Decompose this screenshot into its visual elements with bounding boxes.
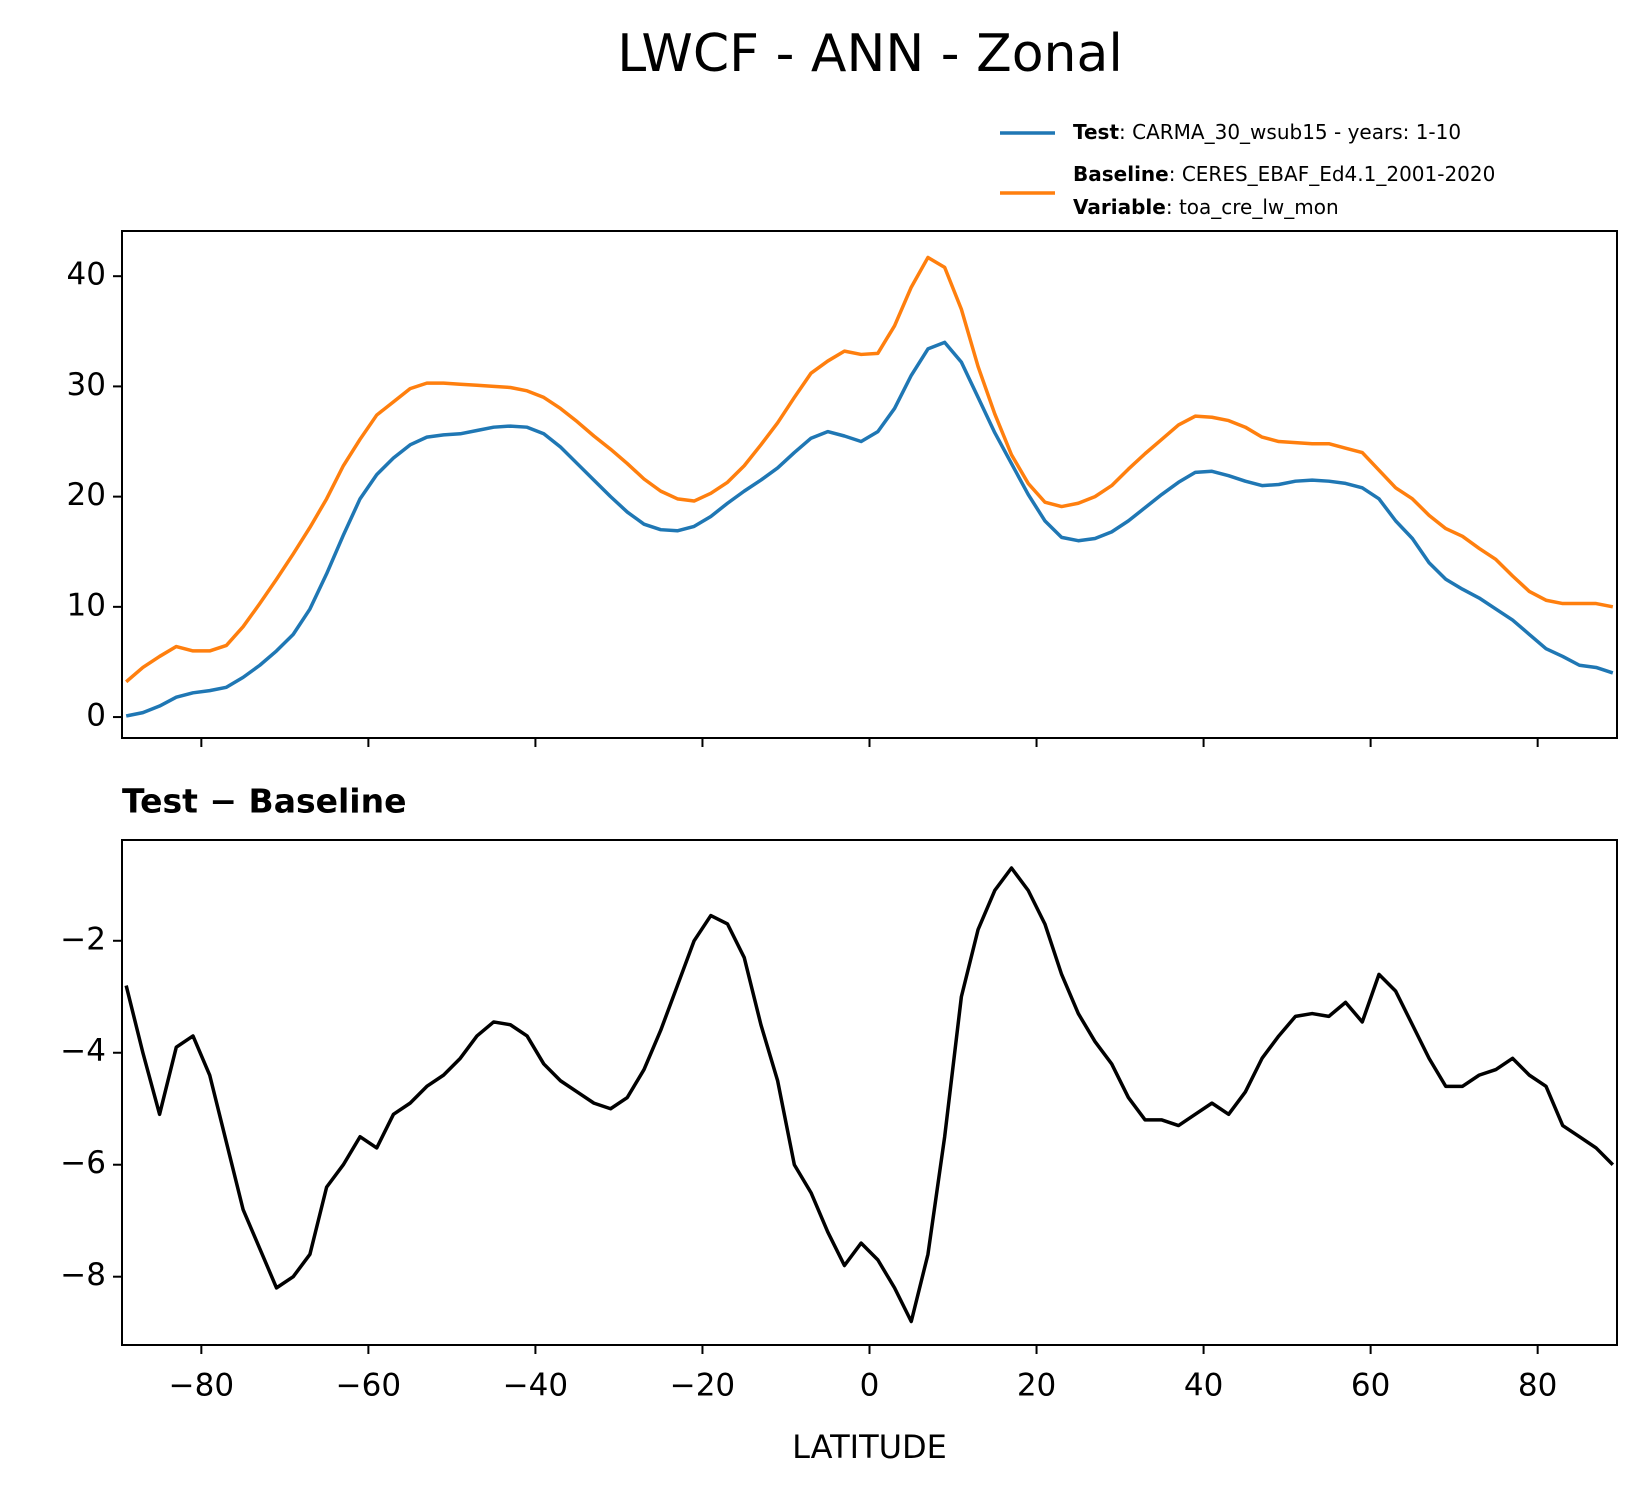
y-tick-label: 20 xyxy=(67,477,106,513)
plot-frame xyxy=(121,839,1618,1346)
legend-entry: Baseline: CERES_EBAF_Ed4.1_2001-2020 xyxy=(1073,162,1495,186)
legend-text: : CARMA_30_wsub15 - years: 1-10 xyxy=(1119,120,1461,144)
y-tick-label: −8 xyxy=(60,1257,106,1293)
y-tick-label: −6 xyxy=(60,1145,106,1181)
y-tick-label: 30 xyxy=(67,367,106,403)
plot-frame xyxy=(121,230,1618,739)
figure-title: LWCF - ANN - Zonal xyxy=(617,24,1123,84)
y-tick-label: 10 xyxy=(67,587,106,623)
x-tick-label: 60 xyxy=(1351,1368,1390,1404)
legend-entry: Variable: toa_cre_lw_mon xyxy=(1073,195,1339,219)
x-tick-label: 20 xyxy=(1017,1368,1056,1404)
legend-name: Test xyxy=(1073,120,1119,144)
x-tick-label: −20 xyxy=(670,1368,735,1404)
legend-text: : toa_cre_lw_mon xyxy=(1166,195,1339,219)
y-tick-label: −2 xyxy=(60,921,106,957)
data-line xyxy=(125,340,1614,718)
x-tick-label: −60 xyxy=(336,1368,401,1404)
x-tick-label: 0 xyxy=(860,1368,880,1404)
data-line xyxy=(125,255,1614,684)
legend-text: : CERES_EBAF_Ed4.1_2001-2020 xyxy=(1169,162,1496,186)
y-tick-label: 40 xyxy=(67,257,106,293)
y-tick-label: 0 xyxy=(86,698,106,734)
y-tick-label: −4 xyxy=(60,1033,106,1069)
x-axis-label: LATITUDE xyxy=(792,1428,947,1466)
legend-name: Baseline xyxy=(1073,162,1169,186)
x-tick-label: −40 xyxy=(503,1368,568,1404)
data-line xyxy=(124,866,1615,1324)
subplot-title: Test − Baseline xyxy=(122,782,407,821)
x-tick-label: 40 xyxy=(1184,1368,1223,1404)
legend-entry: Test: CARMA_30_wsub15 - years: 1-10 xyxy=(1073,120,1461,144)
x-tick-label: −80 xyxy=(169,1368,234,1404)
legend-name: Variable xyxy=(1073,195,1166,219)
x-tick-label: 80 xyxy=(1518,1368,1557,1404)
